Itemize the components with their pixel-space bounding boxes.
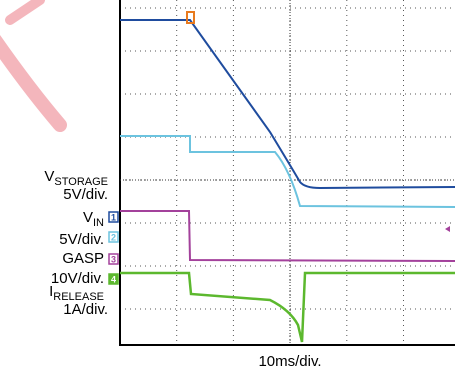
channel-number: 1	[111, 213, 116, 223]
labels: VSTORAGE 5V/div. VIN 5V/div. GASP 10V/di…	[44, 168, 108, 318]
trace-gasp	[120, 210, 455, 262]
trace-i-release	[120, 271, 455, 343]
channel-number: 4	[111, 275, 116, 285]
subscript: STORAGE	[54, 176, 108, 188]
scale: 5V/div.	[59, 231, 104, 248]
scale: 5V/div.	[63, 186, 108, 203]
subscript: RELEASE	[53, 291, 104, 303]
scale: 10V/div.	[51, 270, 104, 287]
channel-box	[108, 273, 119, 285]
time-scale: 10ms/div.	[258, 353, 321, 370]
symbol: I	[49, 283, 53, 300]
channel-box	[108, 253, 119, 265]
trigger-marker	[186, 11, 195, 24]
channel-box	[108, 211, 119, 223]
trace-v-storage	[120, 19, 455, 190]
label: VSTORAGE	[44, 168, 108, 188]
subscript: IN	[93, 217, 104, 229]
label: GASP	[62, 250, 104, 267]
channel-number: 3	[111, 255, 116, 265]
symbol: V	[44, 168, 54, 185]
watermark	[0, 35, 67, 132]
symbol: V	[83, 209, 93, 226]
channel-markers: 1 2 3 4	[108, 211, 119, 285]
label: VIN	[83, 209, 104, 229]
level-marker	[445, 226, 450, 232]
label: IRELEASE	[49, 283, 104, 303]
channel-box	[108, 231, 119, 243]
scale: 1A/div.	[63, 301, 108, 318]
channel-number: 2	[111, 233, 116, 243]
watermark	[5, 0, 45, 25]
trace-v-in	[120, 135, 455, 208]
